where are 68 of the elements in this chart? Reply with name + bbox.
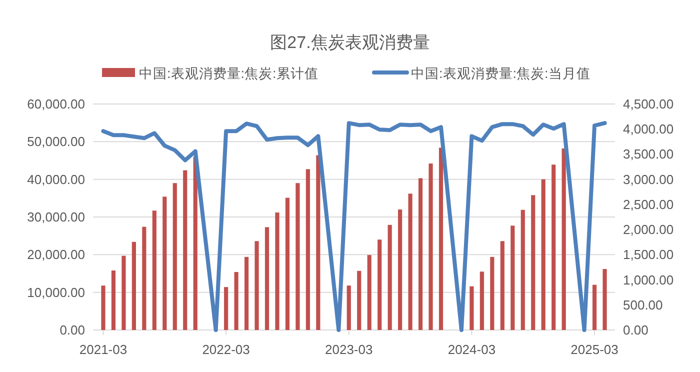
y2-tick-label: 4,500.00	[623, 96, 674, 112]
bar	[244, 256, 249, 330]
bar	[408, 194, 412, 330]
bar	[378, 240, 382, 330]
bar	[346, 286, 351, 330]
bar	[520, 210, 525, 330]
bar	[306, 169, 310, 330]
bar	[234, 272, 238, 330]
y-tick-label: 0.00	[60, 322, 85, 338]
y-tick-label: 10,000.00	[27, 284, 85, 300]
bar	[296, 183, 300, 330]
bar	[562, 148, 566, 330]
bar	[438, 148, 444, 330]
y2-tick-label: 1,000.00	[623, 272, 674, 288]
bar	[275, 212, 280, 330]
bar	[264, 227, 270, 330]
bar	[541, 179, 546, 330]
bar	[111, 270, 116, 330]
y-tick-label: 50,000.00	[27, 134, 85, 150]
bar	[172, 183, 177, 330]
chart-title: 图27.焦炭表观消费量	[270, 33, 430, 52]
y-tick-label: 60,000.00	[27, 96, 85, 112]
bar	[531, 195, 536, 330]
bar	[480, 272, 484, 330]
y-tick-label: 30,000.00	[27, 210, 85, 224]
x-tick-label: 2022-03	[202, 342, 250, 357]
y2-tick-label: 0.00	[623, 322, 648, 338]
bar	[388, 224, 392, 330]
legend-label: 中国:表观消费量:焦炭:累计值	[139, 66, 318, 81]
bar	[316, 155, 320, 330]
x-tick-label: 2024-03	[448, 342, 496, 357]
bar	[510, 226, 515, 330]
bar	[357, 270, 362, 330]
y-tick-label: 20,000.00	[27, 247, 85, 262]
bar	[490, 256, 494, 330]
y2-tick-label: 1,500.00	[623, 247, 674, 262]
y2-tick-label: 3,500.00	[623, 146, 674, 162]
bar	[101, 286, 106, 330]
bar	[592, 284, 597, 330]
bar	[152, 210, 156, 330]
bar	[500, 241, 504, 330]
bar	[367, 255, 372, 330]
bar	[183, 170, 188, 330]
bar	[552, 164, 556, 330]
y-tick-label: 40,000.00	[27, 172, 85, 187]
y2-tick-label: 500.00	[623, 297, 663, 312]
bar	[398, 209, 402, 330]
y2-tick-label: 4,000.00	[623, 122, 674, 137]
bar	[162, 196, 167, 330]
x-tick-label: 2023-03	[325, 342, 373, 357]
bar	[122, 256, 126, 330]
bar	[285, 198, 290, 330]
bar	[142, 226, 146, 330]
bar	[224, 287, 228, 330]
bar	[428, 164, 433, 330]
bar	[254, 241, 259, 330]
y2-tick-label: 2,000.00	[623, 222, 674, 238]
y2-tick-label: 3,000.00	[623, 172, 674, 187]
bar	[193, 156, 198, 330]
bar	[418, 178, 423, 330]
y2-tick-label: 2,500.00	[623, 196, 674, 212]
line-series	[101, 121, 607, 332]
bar	[602, 268, 607, 330]
bar	[470, 286, 474, 330]
x-tick-label: 2025-03	[570, 342, 618, 357]
legend-label: 中国:表观消费量:焦炭:当月值	[411, 66, 590, 81]
bar	[132, 242, 136, 330]
x-tick-label: 2021-03	[79, 342, 128, 357]
